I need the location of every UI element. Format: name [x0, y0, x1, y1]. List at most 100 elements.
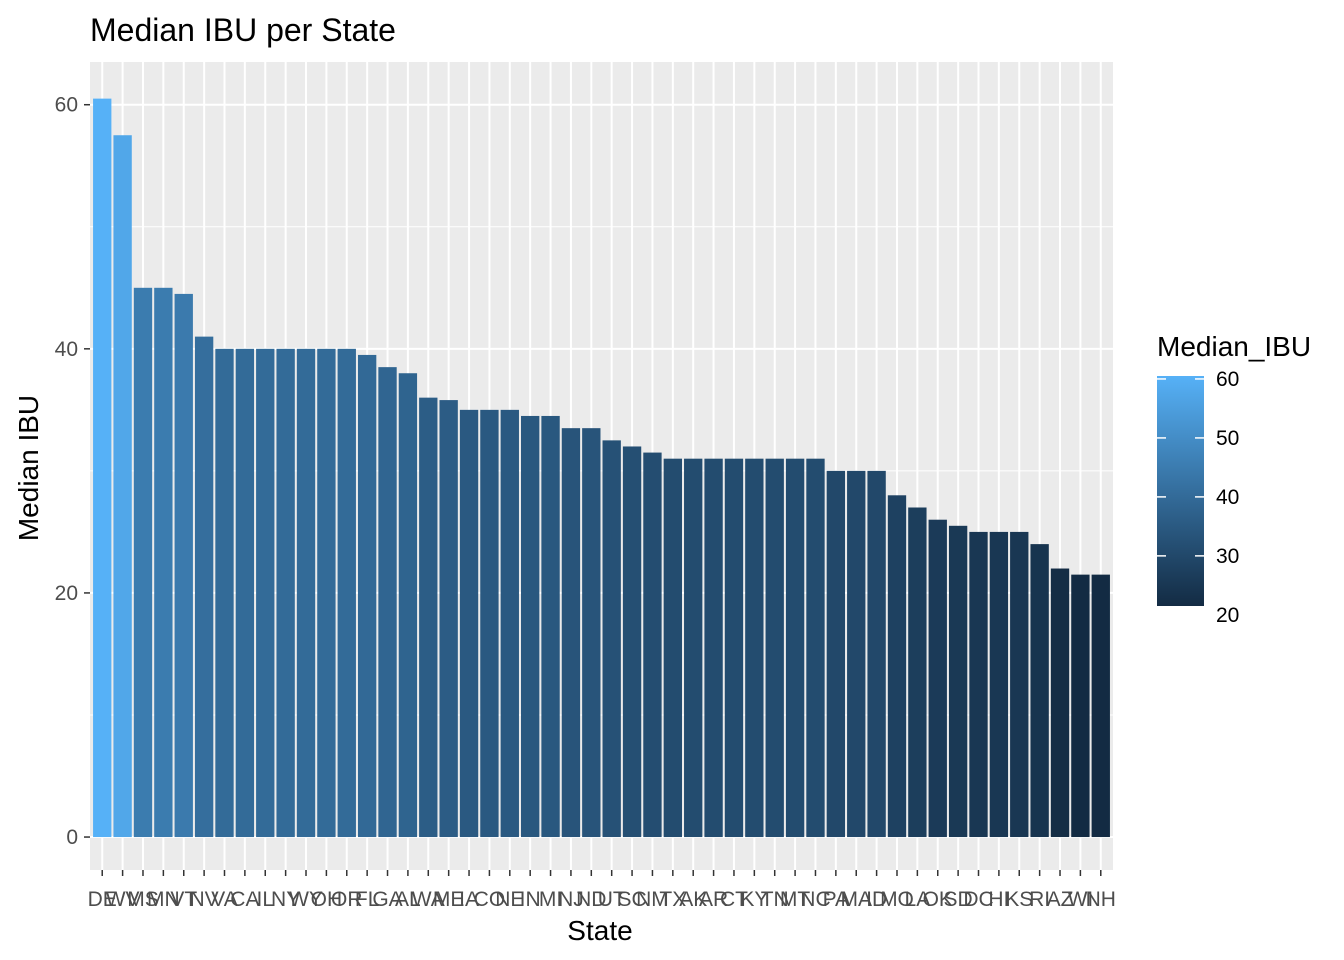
- bar-HI: [989, 531, 1009, 838]
- x-tick-label-ME: ME: [433, 888, 465, 911]
- bar-IN: [521, 415, 540, 838]
- bar-GA: [378, 367, 397, 838]
- x-tick-label-OK: OK: [923, 888, 953, 911]
- x-tick-label-NM: NM: [636, 888, 669, 911]
- y-axis-title: Median IBU: [13, 395, 44, 541]
- x-tick-label-ND: ND: [576, 888, 606, 911]
- x-tick-label-WA: WA: [412, 888, 445, 911]
- bar-ID: [867, 470, 886, 838]
- x-tick-label-NJ: NJ: [558, 888, 584, 911]
- x-axis-title: State: [567, 915, 632, 946]
- x-tick-label-IN: IN: [520, 888, 541, 911]
- x-tick-label-NC: NC: [800, 888, 830, 911]
- bar-OH: [317, 348, 336, 838]
- bar-MI: [541, 415, 560, 838]
- y-tick-label: 40: [55, 338, 78, 361]
- bar-WI: [1071, 574, 1090, 838]
- legend-tick-label: 60: [1216, 368, 1239, 391]
- y-tick-label: 20: [55, 582, 78, 605]
- bar-TN: [765, 458, 784, 838]
- x-tick-label-KS: KS: [1005, 888, 1033, 911]
- bar-SC: [622, 446, 642, 838]
- bar-MN: [154, 287, 173, 838]
- bar-NM: [643, 452, 662, 838]
- x-tick-label-OR: OR: [331, 888, 363, 911]
- bar-MS: [133, 287, 153, 838]
- legend-tick-label: 30: [1216, 545, 1239, 568]
- bar-ND: [582, 428, 601, 838]
- bar-NJ: [561, 428, 581, 838]
- x-tick-label-IA: IA: [459, 888, 479, 911]
- x-tick-label-IL: IL: [256, 888, 274, 911]
- x-tick-label-OH: OH: [311, 888, 343, 911]
- bar-OR: [337, 348, 356, 838]
- x-tick-label-PA: PA: [823, 888, 849, 911]
- bar-PA: [826, 470, 846, 838]
- legend-tick-label: 50: [1216, 427, 1239, 450]
- x-tick-label-WV: WV: [106, 888, 140, 911]
- bar-DC: [969, 531, 988, 838]
- legend-tick-label: 20: [1216, 604, 1239, 627]
- x-tick-label-TX: TX: [659, 888, 686, 911]
- bar-MT: [785, 458, 805, 838]
- x-tick-label-KY: KY: [740, 888, 768, 911]
- x-tick-label-MS: MS: [127, 888, 159, 911]
- bar-AL: [398, 373, 418, 838]
- x-tick-label-LA: LA: [905, 888, 931, 911]
- x-tick-label-MO: MO: [880, 888, 914, 911]
- x-tick-label-NH: NH: [1086, 888, 1116, 911]
- x-tick-label-DE: DE: [88, 888, 117, 911]
- y-tick-label: 60: [55, 94, 78, 117]
- bar-KY: [745, 458, 764, 838]
- x-tick-label-NV: NV: [190, 888, 219, 911]
- x-tick-label-FL: FL: [355, 888, 380, 911]
- bar-MO: [887, 495, 907, 838]
- bar-CO: [480, 409, 499, 838]
- legend-tick-label: 40: [1216, 486, 1239, 509]
- bar-OK: [928, 519, 947, 838]
- bar-RI: [1030, 544, 1049, 838]
- bar-WV: [113, 135, 132, 838]
- x-tick-label-AL: AL: [395, 888, 421, 911]
- bar-IL: [256, 348, 275, 838]
- bars: [93, 98, 1110, 838]
- x-tick-label-MA: MA: [840, 888, 872, 911]
- x-tick-label-TN: TN: [761, 888, 789, 911]
- bar-UT: [602, 440, 621, 838]
- x-tick-label-ID: ID: [866, 888, 887, 911]
- x-tick-label-CA: CA: [230, 888, 259, 911]
- x-tick-label-MT: MT: [780, 888, 810, 911]
- bar-IA: [459, 409, 479, 838]
- bar-WY: [296, 348, 316, 838]
- bar-AK: [684, 458, 703, 838]
- x-tick-label-SD: SD: [944, 888, 973, 911]
- bar-KS: [1010, 531, 1029, 838]
- y-axis: 0 20 40 60: [55, 94, 90, 849]
- bar-LA: [908, 507, 927, 838]
- legend-colorbar: [1157, 376, 1204, 606]
- bar-AZ: [1050, 568, 1070, 838]
- x-tick-label-UT: UT: [598, 888, 626, 911]
- bar-AR: [704, 458, 723, 838]
- x-tick-label-GA: GA: [372, 888, 402, 911]
- color-legend: Median_IBU 20 30 40 50 60: [1157, 331, 1311, 627]
- bar-NC: [806, 458, 825, 838]
- x-tick-label-DC: DC: [963, 888, 993, 911]
- x-tick-label-VT: VT: [170, 888, 197, 911]
- y-tick-label: 0: [66, 826, 78, 849]
- bar-DE: [93, 98, 112, 838]
- x-tick-label-VA: VA: [211, 888, 237, 911]
- bar-NE: [500, 409, 519, 838]
- bar-NV: [194, 336, 214, 838]
- x-tick-label-CO: CO: [474, 888, 506, 911]
- x-tick-label-SC: SC: [617, 888, 646, 911]
- bar-TX: [663, 458, 682, 838]
- x-tick-label-HI: HI: [988, 888, 1009, 911]
- x-tick-label-NE: NE: [495, 888, 524, 911]
- legend-ticks: 20 30 40 50 60: [1157, 368, 1239, 627]
- x-tick-label-WI: WI: [1068, 888, 1094, 911]
- bar-VA: [215, 348, 234, 838]
- bar-CA: [235, 348, 255, 838]
- x-tick-label-NY: NY: [271, 888, 300, 911]
